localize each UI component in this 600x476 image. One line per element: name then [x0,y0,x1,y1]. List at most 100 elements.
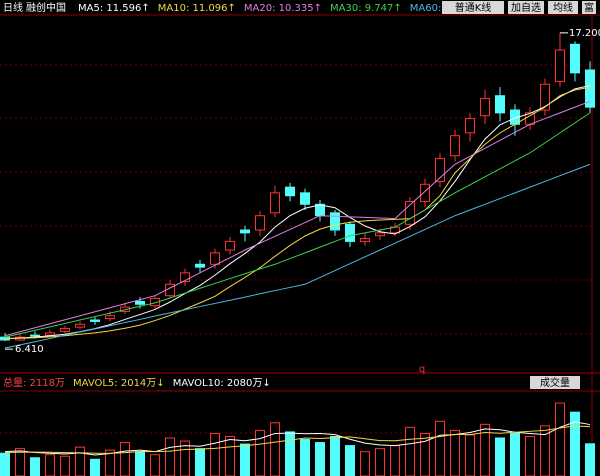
volume-bar [30,457,40,476]
candle-body [90,319,100,322]
candle-body [420,183,430,202]
toolbar-button[interactable] [582,1,596,14]
ma-label: MA10: 11.096↑ [158,3,236,14]
volume-legend: 总量: 2118万 MAVOL5: 2014万↓ MAVOL10: 2080万↓ [3,376,271,389]
volume-bar [285,431,295,476]
candle-body [30,334,40,337]
volume-bar [135,451,145,476]
toolbar-button-label[interactable]: 均线 [553,1,573,14]
candle-body [210,252,220,265]
toolbar-button-label[interactable]: 加自选 [511,1,541,14]
volume-bar [390,445,400,476]
ma-line [4,100,591,337]
volume-bar [45,454,55,476]
volume-button[interactable] [530,376,580,389]
volume-bar [15,448,25,476]
volume-button-label[interactable]: 成交量 [540,376,570,389]
candle-body [75,323,85,328]
toolbar-button[interactable] [548,1,578,14]
volume-bar [225,435,235,476]
candle-body [540,83,550,111]
low-annotation: 6.410 [15,344,44,355]
volume-bar [0,452,10,476]
toolbar: 普通K线 加自选 均线富 [442,1,596,14]
candle-body [150,298,160,307]
volume-label: MAVOL5: 2014万↓ [73,378,165,389]
volume-bar [210,432,220,476]
ma-line [4,163,591,349]
candle-body [330,212,340,231]
volume-bar [60,455,70,476]
candle-body [285,186,295,197]
toolbar-button[interactable] [442,1,504,14]
volume-bar [435,420,445,476]
volume-label: 总量: 2118万 [3,376,65,389]
volume-bar [105,449,115,476]
toolbar-button[interactable] [508,1,544,14]
volume-bar [495,437,505,476]
candle-body [555,49,565,82]
volume-bar [570,411,580,476]
candle-body [255,215,265,231]
ma-line [4,86,591,340]
volume-bar [510,432,520,476]
volume-bar [300,439,310,476]
volume-bar [75,446,85,476]
candle-body [480,98,490,117]
ma-label: MA20: 10.335↑ [244,3,322,14]
candle-body [195,263,205,268]
candle-body [180,272,190,282]
period-label: 日线 [3,1,23,14]
candle-body [405,200,415,225]
volume-ma-line [4,425,591,454]
candle-body [270,192,280,214]
volume-bar [465,434,475,476]
candle-body [105,315,115,320]
volume-bar [345,445,355,476]
stock-name: 融创中国 [26,1,66,14]
candle-body [225,240,235,251]
ma-label: MA30: 9.747↑ [330,3,402,14]
volume-bar [90,458,100,476]
candle-body [375,232,385,237]
volume-bar [270,422,280,476]
volume-bar [150,454,160,476]
candle-body [570,43,580,74]
candle-body [45,332,55,336]
candle-body [450,135,460,157]
volume-bar [240,443,250,476]
volume-bar [180,440,190,476]
ma-line [4,84,591,340]
toolbar-button-label[interactable]: 普通K线 [455,1,492,14]
volume-bar [420,432,430,476]
candle-body [135,300,145,305]
candle-body [360,238,370,242]
candle-body [435,158,445,182]
volume-bar [555,402,565,476]
candle-body [465,118,475,134]
candle-body [345,223,355,242]
candle-body [585,69,595,108]
candle-body [240,229,250,234]
volume-ma-line [4,421,591,456]
volume-bar [480,423,490,476]
candle-body [495,95,505,114]
volume-bar [165,437,175,476]
volume-bar [360,451,370,476]
volume-bar [375,448,385,476]
candle-body [60,328,70,332]
volume-bar [585,443,595,476]
candle-body [300,192,310,205]
ma-label: MA5: 11.596↑ [78,3,150,14]
volume-bar [120,442,130,476]
volume-bar [525,435,535,476]
ma-line [4,112,591,338]
ma-legend: MA5: 11.596↑ MA10: 11.096↑ MA20: 10.335↑ MA… [78,3,482,14]
toolbar-button-label[interactable]: 富 [584,1,594,14]
volume-bar [405,426,415,476]
marker: q [419,364,425,375]
volume-bar [195,448,205,476]
volume-bar [315,442,325,476]
